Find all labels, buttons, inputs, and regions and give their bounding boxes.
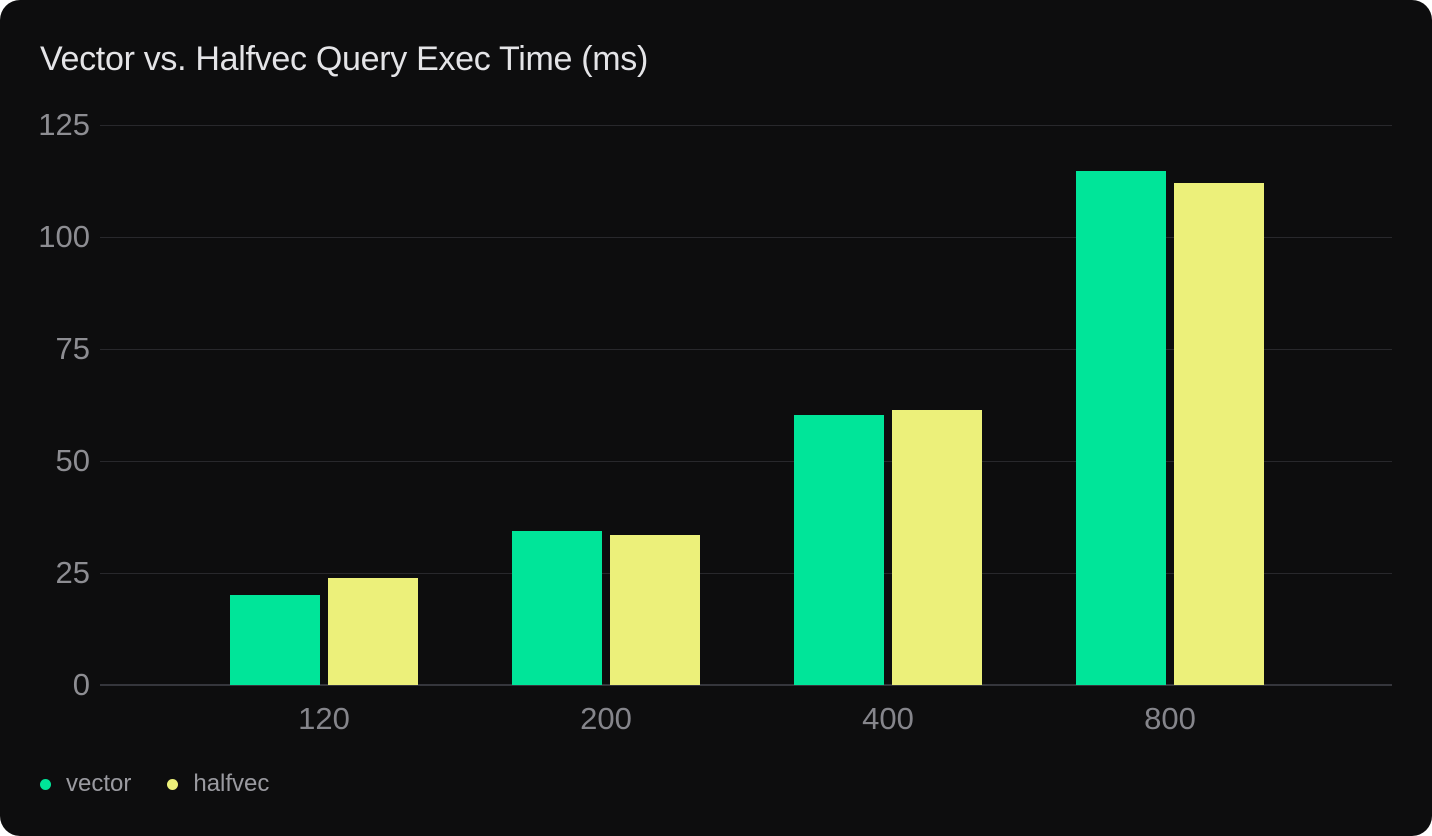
y-tick-label-75: 75 xyxy=(55,331,90,366)
bar-vector-400 xyxy=(794,415,884,685)
chart-legend: vector halfvec xyxy=(40,768,269,800)
gridline-100 xyxy=(100,236,1392,238)
gridline-50 xyxy=(100,460,1392,462)
gridline-25 xyxy=(100,572,1392,574)
bar-halfvec-800 xyxy=(1174,182,1264,685)
x-tick-label-200: 200 xyxy=(580,701,632,736)
bar-halfvec-120 xyxy=(328,578,418,685)
bar-vector-200 xyxy=(512,531,602,685)
x-tick-label-800: 800 xyxy=(1144,701,1196,736)
bar-halfvec-200 xyxy=(610,535,700,685)
legend-item-halfvec: halfvec xyxy=(167,768,269,800)
y-tick-label-0: 0 xyxy=(72,667,90,702)
legend-label-vector: vector xyxy=(66,770,132,797)
bar-vector-120 xyxy=(230,595,320,685)
y-tick-label-25: 25 xyxy=(55,555,90,590)
legend-label-halfvec: halfvec xyxy=(193,770,270,797)
gridline-75 xyxy=(100,348,1392,350)
bar-halfvec-400 xyxy=(892,410,982,685)
x-axis-line xyxy=(100,684,1392,686)
y-tick-label-50: 50 xyxy=(55,443,90,478)
chart-title: Vector vs. Halfvec Query Exec Time (ms) xyxy=(40,40,649,78)
y-tick-label-125: 125 xyxy=(38,107,90,142)
gridline-125 xyxy=(100,124,1392,126)
bar-vector-800 xyxy=(1076,170,1166,685)
legend-item-vector: vector xyxy=(40,768,131,800)
legend-dot-vector xyxy=(40,778,51,790)
y-tick-label-100: 100 xyxy=(38,219,90,254)
legend-dot-halfvec xyxy=(167,778,179,790)
x-tick-label-120: 120 xyxy=(298,701,350,736)
x-tick-label-400: 400 xyxy=(862,701,914,736)
